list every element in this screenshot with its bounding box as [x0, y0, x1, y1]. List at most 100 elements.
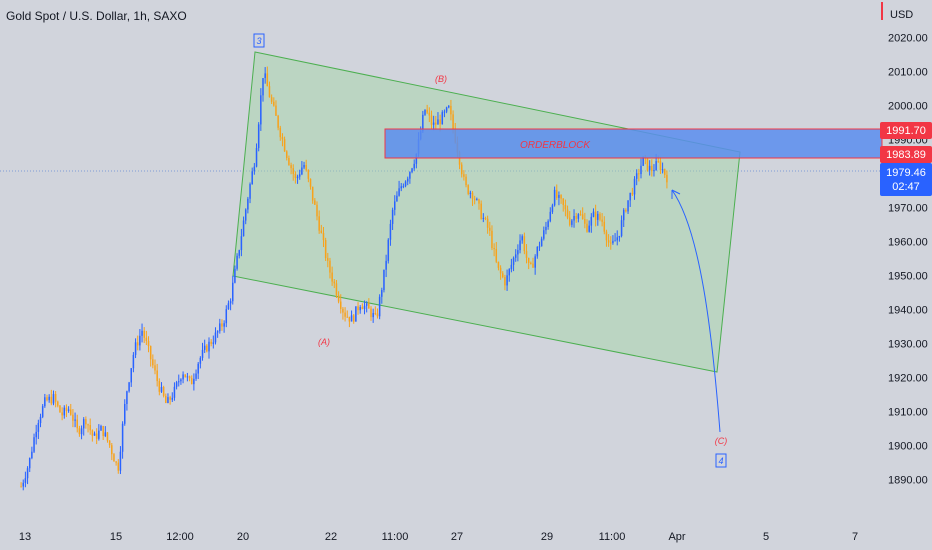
- candle-body: [52, 394, 55, 404]
- candle-body: [385, 260, 387, 270]
- y-tick-label: 1930.00: [888, 339, 928, 351]
- candle-body: [340, 301, 342, 309]
- candle-body: [387, 239, 390, 261]
- candle-body: [521, 236, 523, 241]
- y-tick-label: 1970.00: [888, 203, 928, 215]
- x-tick-label: 11:00: [382, 531, 409, 543]
- candle-body: [396, 195, 398, 202]
- candle-body: [635, 173, 638, 179]
- candle-body: [147, 340, 150, 347]
- candle-body: [579, 214, 582, 216]
- candle-body: [167, 397, 169, 403]
- candle-body: [342, 308, 344, 313]
- candle-body: [622, 209, 625, 221]
- candle-body: [324, 240, 327, 259]
- orderblock-zone[interactable]: [384, 128, 883, 159]
- candle-body: [489, 227, 491, 231]
- candle-body: [484, 217, 487, 219]
- candle-body: [365, 303, 368, 306]
- candle-body: [666, 174, 668, 183]
- candle-body: [108, 440, 111, 446]
- candle-body: [376, 313, 379, 317]
- candle-body: [100, 426, 102, 431]
- candle-body: [95, 433, 98, 439]
- candle-body: [568, 217, 571, 225]
- candle-body: [35, 431, 37, 438]
- candle-body: [132, 354, 135, 369]
- candle-body: [48, 396, 50, 401]
- candle-body: [661, 169, 664, 171]
- candle-body: [428, 112, 431, 116]
- candle-body: [597, 213, 599, 220]
- candle-body: [648, 165, 651, 171]
- candle-body: [361, 306, 364, 310]
- candle-body: [44, 397, 46, 407]
- candle-body: [426, 109, 428, 113]
- candle-body: [469, 192, 472, 194]
- candle-body: [251, 171, 253, 185]
- candle-body: [65, 407, 68, 411]
- candle-body: [413, 163, 415, 169]
- candle-body: [76, 419, 78, 429]
- candle-body: [514, 254, 517, 258]
- candle-body: [281, 137, 284, 140]
- candle-body: [370, 308, 372, 318]
- candle-body: [556, 189, 558, 198]
- candle-body: [586, 223, 588, 232]
- candle-body: [124, 403, 126, 424]
- candle-body: [221, 323, 223, 327]
- candle-body: [266, 73, 269, 87]
- candle-body: [199, 357, 202, 364]
- y-axis[interactable]: 2020.002010.002000.001990.001980.001970.…: [888, 33, 928, 487]
- candle-body: [184, 374, 186, 378]
- candle-body: [119, 451, 122, 471]
- x-axis[interactable]: 13 15 12:00 20 22 11:00 27 29 11:00 Apr 5 7: [19, 531, 858, 543]
- candle-body: [46, 397, 48, 401]
- candle-body: [497, 261, 500, 268]
- symbol-title[interactable]: Gold Spot / U.S. Dollar, 1h, SAXO: [6, 9, 187, 23]
- candle-body: [564, 204, 567, 210]
- candle-body: [372, 313, 374, 318]
- candle-body: [288, 158, 290, 166]
- candle-body: [460, 164, 463, 175]
- candle-body: [629, 192, 631, 201]
- currency-label[interactable]: USD: [890, 9, 914, 21]
- candle-body: [527, 257, 530, 263]
- y-tick-label: 1900.00: [888, 441, 928, 453]
- wave-label-a: (A): [318, 337, 330, 347]
- candle-body: [549, 211, 552, 222]
- candle-body: [234, 268, 236, 283]
- candle-body: [82, 419, 85, 429]
- candle-body: [467, 185, 469, 194]
- y-tick-label: 2000.00: [888, 101, 928, 113]
- candle-body: [517, 250, 519, 255]
- candle-body: [573, 216, 575, 221]
- y-tick-label: 1940.00: [888, 305, 928, 317]
- candle-body: [450, 105, 452, 115]
- candle-body: [106, 432, 109, 441]
- candle-body: [558, 195, 560, 198]
- candle-body: [499, 267, 502, 274]
- candle-body: [415, 153, 418, 164]
- candle-body: [592, 211, 595, 217]
- candle-body: [506, 275, 508, 286]
- candle-body: [530, 262, 532, 264]
- candle-body: [232, 282, 234, 302]
- candle-body: [268, 86, 271, 98]
- candle-body: [128, 382, 130, 392]
- candle-body: [422, 114, 424, 132]
- wave-label-b: (B): [435, 74, 447, 84]
- candle-body: [523, 236, 526, 252]
- candle-body: [620, 220, 623, 236]
- candle-body: [562, 198, 564, 205]
- candle-body: [78, 428, 81, 435]
- candle-body: [359, 306, 361, 311]
- candle-body: [638, 173, 640, 175]
- candle-body: [571, 220, 573, 225]
- descending-channel[interactable]: [232, 51, 741, 373]
- candle-body: [607, 240, 610, 243]
- y-tick-label: 2020.00: [888, 33, 928, 45]
- candle-body: [547, 221, 549, 227]
